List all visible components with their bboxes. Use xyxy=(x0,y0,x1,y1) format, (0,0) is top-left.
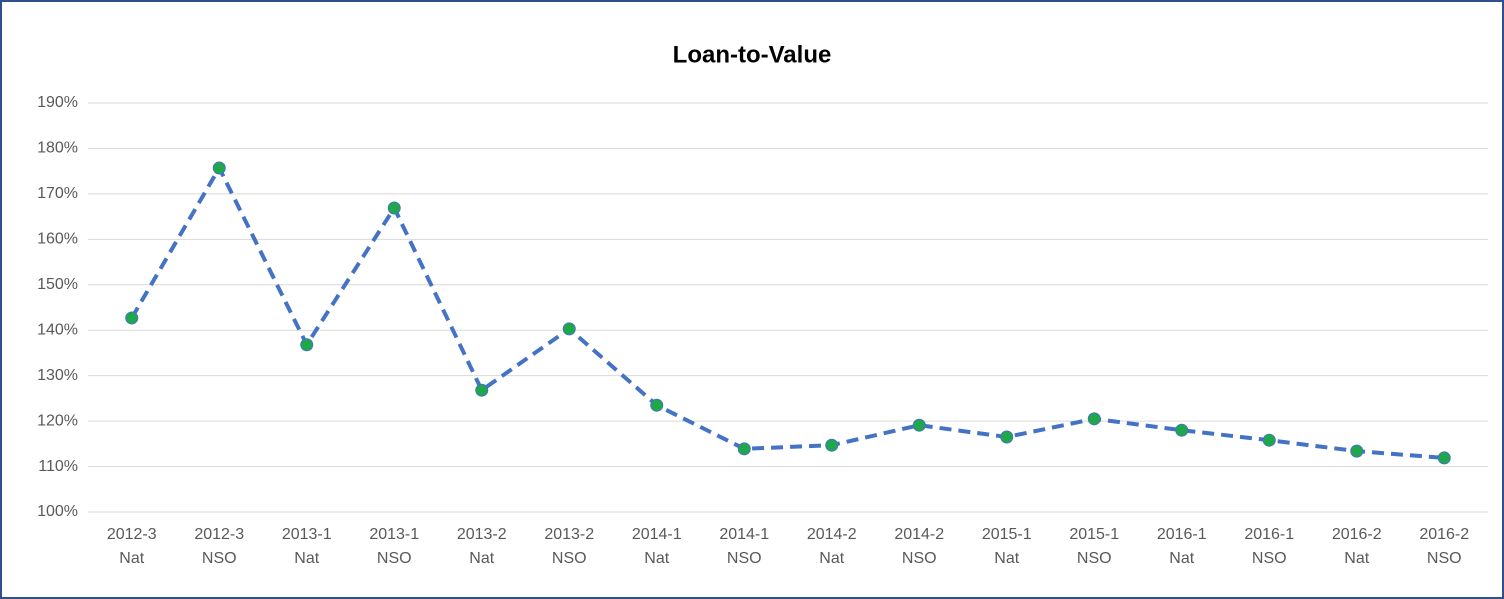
x-tick-label: Nat xyxy=(1169,550,1194,567)
y-tick-label: 190% xyxy=(37,94,78,111)
x-tick-label: 2014-2 xyxy=(807,526,857,543)
y-tick-label: 110% xyxy=(38,458,78,475)
x-tick-label: 2015-1 xyxy=(1069,526,1119,543)
x-tick-label: 2015-1 xyxy=(982,526,1032,543)
marker xyxy=(300,338,314,352)
marker xyxy=(387,201,401,215)
y-tick-label: 100% xyxy=(37,503,78,520)
marker xyxy=(125,311,139,325)
x-tick-label: 2016-2 xyxy=(1332,526,1382,543)
x-tick-label: Nat xyxy=(119,550,144,567)
x-tick-label: Nat xyxy=(644,550,669,567)
x-tick-label: NSO xyxy=(1427,550,1462,567)
y-tick-label: 140% xyxy=(37,321,78,338)
chart-title: Loan-to-Value xyxy=(673,41,832,68)
x-tick-label: Nat xyxy=(469,550,494,567)
y-tick-label: 160% xyxy=(37,231,78,248)
x-tick-label: 2014-1 xyxy=(632,526,682,543)
marker xyxy=(1350,444,1364,458)
x-tick-label: NSO xyxy=(202,550,237,567)
y-tick-label: 130% xyxy=(37,367,78,384)
x-tick-label: Nat xyxy=(819,550,844,567)
x-tick-label: 2016-1 xyxy=(1244,526,1294,543)
marker xyxy=(1087,412,1101,426)
x-tick-label: 2016-1 xyxy=(1157,526,1207,543)
x-tick-label: 2013-1 xyxy=(282,526,332,543)
x-tick-label: 2014-1 xyxy=(719,526,769,543)
marker xyxy=(737,442,751,456)
x-tick-label: NSO xyxy=(1252,550,1287,567)
marker xyxy=(212,161,226,175)
marker xyxy=(562,322,576,336)
x-tick-label: Nat xyxy=(994,550,1019,567)
x-tick-label: Nat xyxy=(294,550,319,567)
y-tick-label: 150% xyxy=(37,276,78,293)
y-tick-label: 120% xyxy=(37,412,78,429)
x-tick-label: 2016-2 xyxy=(1419,526,1469,543)
marker xyxy=(1000,430,1014,444)
x-tick-label: NSO xyxy=(552,550,587,567)
x-tick-label: 2013-2 xyxy=(457,526,507,543)
y-tick-label: 170% xyxy=(37,185,78,202)
marker xyxy=(475,383,489,397)
marker xyxy=(825,438,839,452)
x-tick-label: NSO xyxy=(727,550,762,567)
x-tick-label: NSO xyxy=(902,550,937,567)
x-tick-label: 2012-3 xyxy=(194,526,244,543)
marker xyxy=(650,398,664,412)
marker xyxy=(912,418,926,432)
x-tick-label: Nat xyxy=(1344,550,1369,567)
x-tick-label: 2013-2 xyxy=(544,526,594,543)
y-tick-label: 180% xyxy=(37,140,78,157)
x-tick-label: 2013-1 xyxy=(369,526,419,543)
x-tick-label: 2014-2 xyxy=(894,526,944,543)
marker xyxy=(1437,451,1451,465)
marker xyxy=(1175,423,1189,437)
line xyxy=(130,163,1445,460)
x-tick-label: NSO xyxy=(1077,550,1112,567)
x-tick-label: 2012-3 xyxy=(107,526,157,543)
x-tick-label: NSO xyxy=(377,550,412,567)
marker xyxy=(1262,433,1276,447)
